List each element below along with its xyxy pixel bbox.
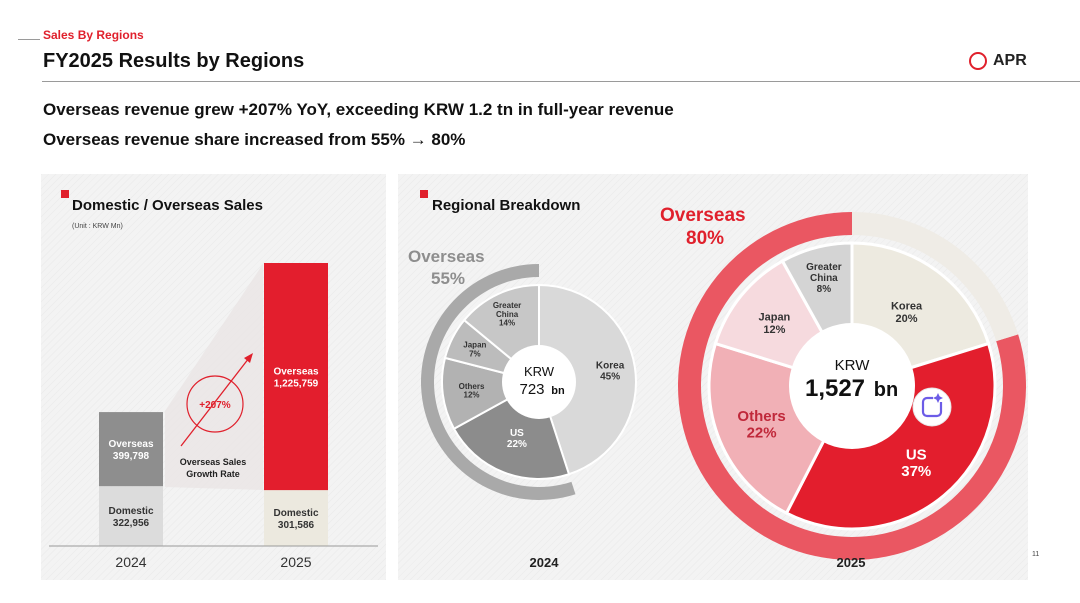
slice-label: 8% [817,284,832,295]
slice-label: US [906,447,927,464]
donut-center-2025 [789,323,915,449]
bar-series-label: Domestic [273,508,318,519]
bar-value-label: 301,586 [278,520,315,531]
overseas-label-2024: Overseas [408,247,485,266]
slice-korea-2024 [538,283,637,476]
year-label-2024: 2024 [530,555,560,570]
arrow-head-icon [244,353,253,363]
bars-group [99,263,328,546]
slice-label: 12% [763,324,785,336]
center-unit-2025: bn [874,379,898,401]
growth-caption-1: Overseas Sales [180,457,247,467]
title-marker [61,190,69,198]
bar-chart: Domestic322,956Overseas399,798Domestic30… [49,263,378,570]
growth-shading [165,264,263,490]
bar-overseas-2025 [264,263,328,491]
overseas-share-2025: 80% [686,228,724,249]
slice-label: 12% [464,391,480,400]
bar-domestic-2025 [264,490,328,546]
title-divider [42,81,1080,82]
slice-others-2024 [441,356,542,431]
x-tick-2024: 2024 [115,554,146,570]
slice-label: Japan [758,312,790,324]
header-tick [18,39,40,40]
right-panel-title: Regional Breakdown [432,197,581,214]
bar-labels-group: Domestic322,956Overseas399,798Domestic30… [108,367,318,532]
slice-label: 37% [901,463,931,480]
bar-series-label: Overseas [108,439,153,450]
slice-label: Others [459,382,485,391]
growth-circle [186,375,244,433]
brand-name: APR [993,52,1027,69]
slice-label: Greater [493,301,521,310]
slice-label: Japan [463,341,486,350]
headline-2: Overseas revenue share increased from 55… [43,130,466,149]
center-krw-2025: KRW [835,357,871,374]
unit-note: (Unit : KRW Mn) [72,223,123,230]
slice-label: China [496,310,519,319]
domestic-ring-2025 [852,212,1019,342]
overseas-label-2025: Overseas [660,205,746,226]
slice-label: Korea [891,301,923,313]
bar-value-label: 322,956 [113,518,150,529]
slice-label: 22% [747,424,777,441]
year-label-2025: 2025 [837,555,866,570]
page-title: FY2025 Results by Regions [43,50,305,72]
title-marker [420,190,428,198]
slice-label: 45% [600,372,620,383]
section-label: Sales By Regions [43,28,144,42]
growth-arrow-line [180,357,250,447]
slice-label: US [510,428,524,439]
left-panel-title: Domestic / Overseas Sales [72,197,263,214]
slice-label: Others [737,408,785,425]
center-unit-2024: bn [551,385,565,397]
center-value-2024: 723 [519,381,544,398]
brand-logo: APR [969,52,1027,70]
bar-domestic-2024 [99,486,163,546]
bar-series-label: Overseas [273,367,318,378]
slice-label: 20% [896,313,918,325]
assistant-icon[interactable] [912,387,952,427]
slice-label: 14% [499,319,515,328]
overseas-share-2024: 55% [431,269,465,288]
bar-overseas-2024 [99,412,163,487]
bar-value-label: 399,798 [113,451,150,462]
slice-label: 7% [469,350,481,359]
page-number: 11 [1032,551,1040,558]
bar-value-label: 1,225,759 [274,379,319,390]
growth-value: +207% [199,400,231,411]
x-tick-2025: 2025 [280,554,311,570]
headline-1: Overseas revenue grew +207% YoY, exceedi… [43,100,674,119]
donut-charts: Korea45%US22%Others12%Japan7%GreaterChin… [408,205,1026,570]
bar-series-label: Domestic [108,506,153,517]
slice-label: Greater [806,262,842,273]
slice-label: 22% [507,439,527,450]
donut-center-2024 [502,345,576,419]
center-krw-2024: KRW [524,364,555,379]
slice-us-2025 [784,341,997,531]
center-value-2025: 1,527 [805,375,865,402]
ring-icon [969,52,987,70]
slice-label: Korea [596,361,625,372]
slice-label: China [810,273,838,284]
growth-caption-2: Growth Rate [186,469,240,479]
